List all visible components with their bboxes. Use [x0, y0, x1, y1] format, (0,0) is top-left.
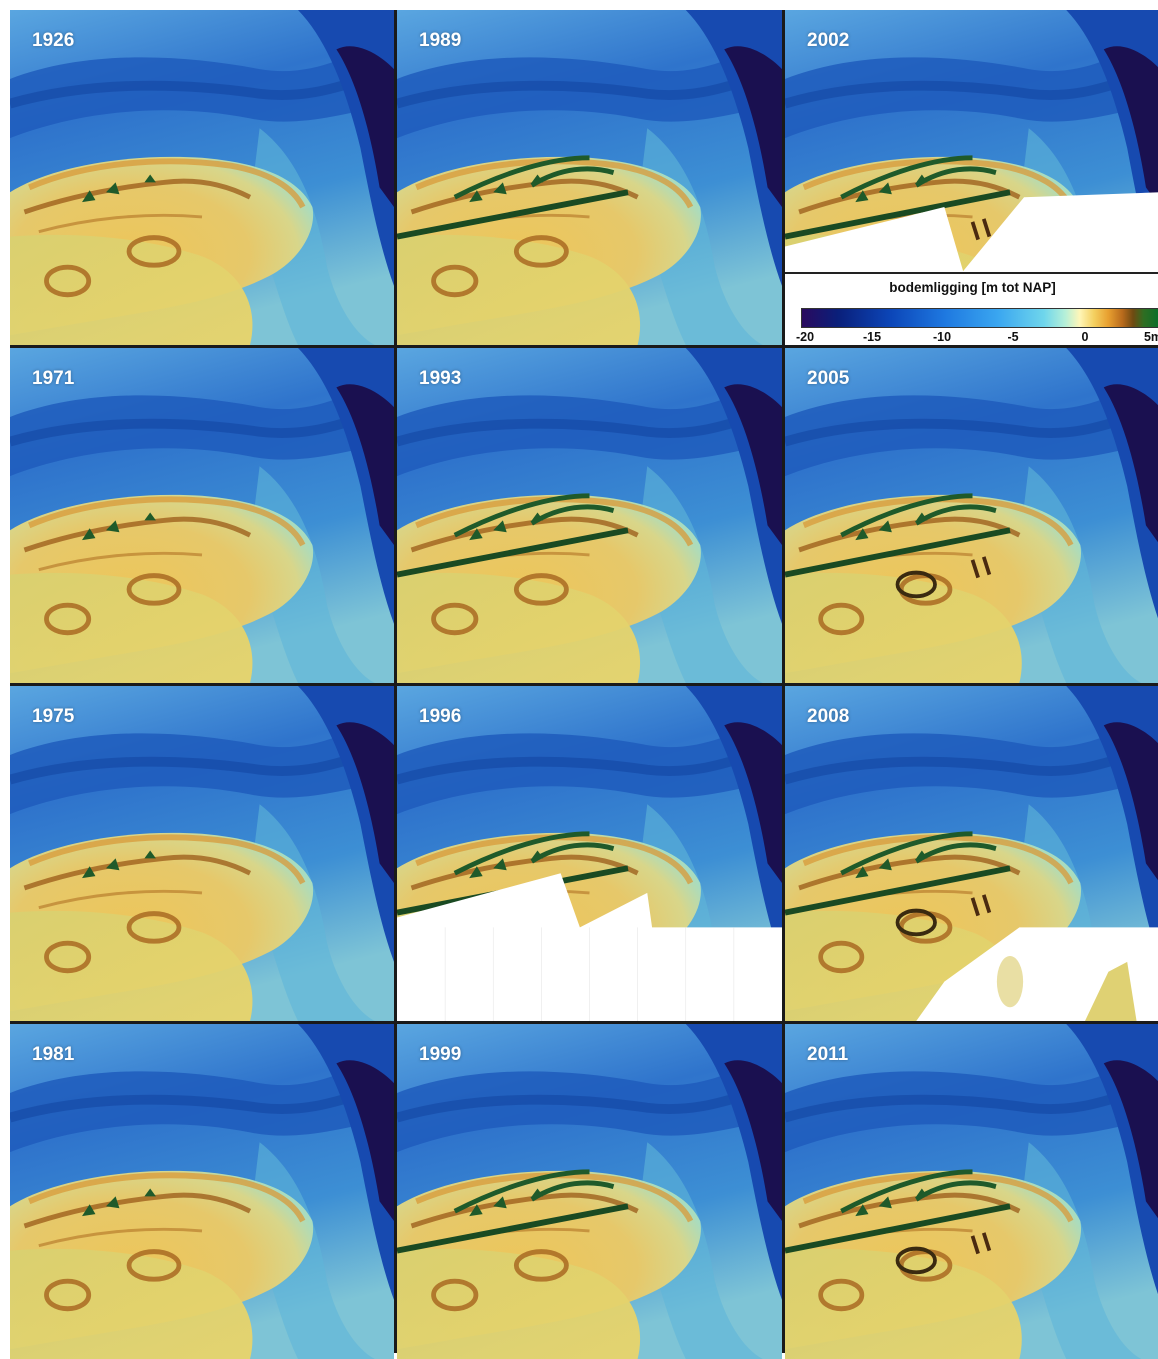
map-grid: 1926 1989: [10, 10, 1158, 1359]
map-panel-1989: 1989: [397, 10, 782, 345]
map-panel-1993: 1993: [397, 348, 782, 683]
map-panel-2002: 2002 bodemligging [m tot NAP] -20 -15 -10 -5 0…: [785, 10, 1158, 345]
year-label: 1926: [32, 30, 75, 51]
map-panel-1999: 1999: [397, 1024, 782, 1359]
map-panel-2005: 2005: [785, 348, 1158, 683]
year-label: 1999: [419, 1044, 462, 1065]
year-label: 1996: [419, 706, 462, 727]
legend-tick: 0: [1081, 330, 1089, 344]
year-label: 2008: [807, 706, 850, 727]
year-label: 1989: [419, 30, 462, 51]
map-panel-1981: 1981: [10, 1024, 394, 1359]
year-label: 2002: [807, 30, 850, 51]
year-label: 1975: [32, 706, 75, 727]
year-label: 1993: [419, 368, 462, 389]
colorbar: [801, 308, 1158, 328]
legend-tick: -20: [795, 330, 815, 344]
colorbar-legend: bodemligging [m tot NAP] -20 -15 -10 -5 0 5m: [785, 272, 1158, 345]
year-label: 1971: [32, 368, 75, 389]
legend-tick: 5m: [1143, 330, 1158, 344]
legend-tick: -10: [932, 330, 952, 344]
map-panel-2008: 2008: [785, 686, 1158, 1021]
legend-tick: -15: [862, 330, 882, 344]
year-label: 2005: [807, 368, 850, 389]
map-panel-1971: 1971: [10, 348, 394, 683]
legend-tick: -5: [1007, 330, 1019, 344]
map-panel-1926: 1926: [10, 10, 394, 345]
map-panel-1975: 1975: [10, 686, 394, 1021]
map-panel-2011: 2011: [785, 1024, 1158, 1359]
year-label: 1981: [32, 1044, 75, 1065]
map-panel-1996: 1996: [397, 686, 782, 1021]
year-label: 2011: [807, 1044, 849, 1065]
legend-title: bodemligging [m tot NAP]: [889, 280, 1056, 295]
